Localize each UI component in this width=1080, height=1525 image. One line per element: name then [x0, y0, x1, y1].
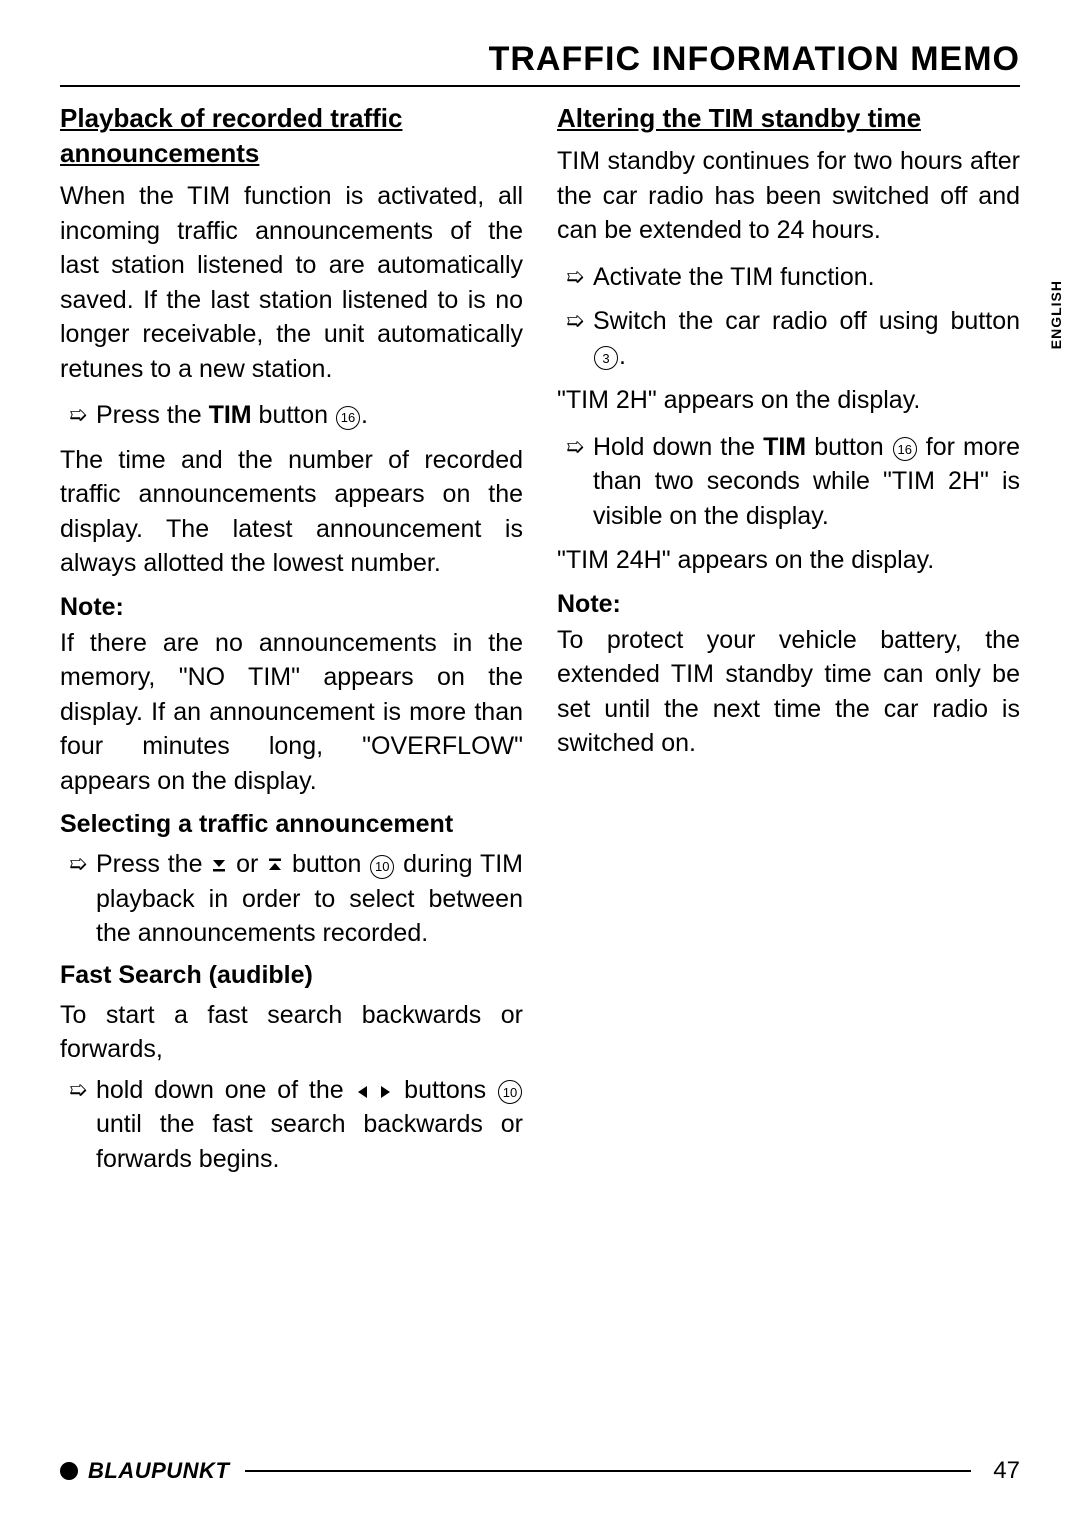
button-ref-3: 3: [594, 346, 618, 370]
button-ref-10: 10: [498, 1080, 522, 1104]
paragraph: The time and the number of recorded traf…: [60, 443, 523, 581]
text: Press the: [96, 401, 209, 429]
step-text: Press the TIM button 16.: [96, 398, 523, 433]
right-column: Altering the TIM standby time TIM standb…: [557, 101, 1020, 1186]
tim-label: TIM: [763, 433, 806, 461]
step-item: ➯ hold down one of the buttons 10 until …: [60, 1073, 523, 1177]
step-item: ➯ Switch the car radio off using button …: [557, 304, 1020, 373]
text: .: [361, 401, 368, 429]
tim-label: TIM: [209, 401, 252, 429]
button-ref-16: 16: [336, 406, 360, 430]
arrow-bullet-icon: ➯: [60, 398, 96, 431]
text: .: [619, 342, 626, 370]
seek-right-icon: [379, 1084, 393, 1100]
step-item: ➯ Press the TIM button 16.: [60, 398, 523, 433]
brand-name: BLAUPUNKT: [88, 1458, 229, 1484]
page-footer: BLAUPUNKT 47: [60, 1457, 1020, 1485]
brand-dot-icon: [60, 1462, 78, 1480]
button-ref-10: 10: [370, 855, 394, 879]
text: button: [252, 401, 335, 429]
step-text: Hold down the TIM button 16 for more tha…: [593, 430, 1020, 534]
text: button: [806, 433, 892, 461]
step-text: hold down one of the buttons 10 until th…: [96, 1073, 523, 1177]
page-number: 47: [993, 1457, 1020, 1485]
text: or: [228, 850, 266, 878]
step-text: Switch the car radio off using button 3.: [593, 304, 1020, 373]
step-text: Press the or button 10 during TIM playba…: [96, 847, 523, 951]
button-ref-16: 16: [893, 437, 917, 461]
arrow-bullet-icon: ➯: [60, 1073, 96, 1106]
paragraph: "TIM 24H" appears on the display.: [557, 543, 1020, 578]
text: Press the: [96, 850, 210, 878]
seek-up-icon: [266, 856, 284, 874]
arrow-bullet-icon: ➯: [557, 304, 593, 337]
heading-selecting: Selecting a traffic announcement: [60, 810, 523, 839]
step-item: ➯ Hold down the TIM button 16 for more t…: [557, 430, 1020, 534]
left-column: Playback of recorded traffic announcemen…: [60, 101, 523, 1186]
paragraph: "TIM 2H" appears on the display.: [557, 383, 1020, 418]
text: Hold down the: [593, 433, 763, 461]
arrow-bullet-icon: ➯: [60, 847, 96, 880]
paragraph: When the TIM function is activated, all …: [60, 179, 523, 386]
note-label: Note:: [60, 593, 523, 622]
text: Switch the car radio off using button: [593, 307, 1020, 335]
footer-divider: [245, 1470, 971, 1472]
note-body: To protect your vehicle battery, the ext…: [557, 623, 1020, 761]
step-text: Activate the TIM function.: [593, 260, 1020, 295]
paragraph: TIM standby continues for two hours afte…: [557, 144, 1020, 248]
note-label: Note:: [557, 590, 1020, 619]
text: buttons: [393, 1076, 497, 1104]
text: button: [284, 850, 369, 878]
note-body: If there are no announcements in the mem…: [60, 626, 523, 799]
seek-left-icon: [355, 1084, 369, 1100]
heading-altering: Altering the TIM standby time: [557, 101, 1020, 136]
heading-fast-search: Fast Search (audible): [60, 961, 523, 990]
seek-down-icon: [210, 856, 228, 874]
step-item: ➯ Activate the TIM function.: [557, 260, 1020, 295]
text: until the fast search backwards or forwa…: [96, 1110, 523, 1173]
heading-playback: Playback of recorded traffic announcemen…: [60, 101, 523, 171]
arrow-bullet-icon: ➯: [557, 430, 593, 463]
language-tab: ENGLISH: [1048, 280, 1064, 349]
step-item: ➯ Press the or button 10 during TIM play…: [60, 847, 523, 951]
content-columns: Playback of recorded traffic announcemen…: [60, 101, 1020, 1186]
arrow-bullet-icon: ➯: [557, 260, 593, 293]
paragraph: To start a fast search backwards or forw…: [60, 998, 523, 1067]
text: hold down one of the: [96, 1076, 355, 1104]
page-title: TRAFFIC INFORMATION MEMO: [60, 40, 1020, 87]
